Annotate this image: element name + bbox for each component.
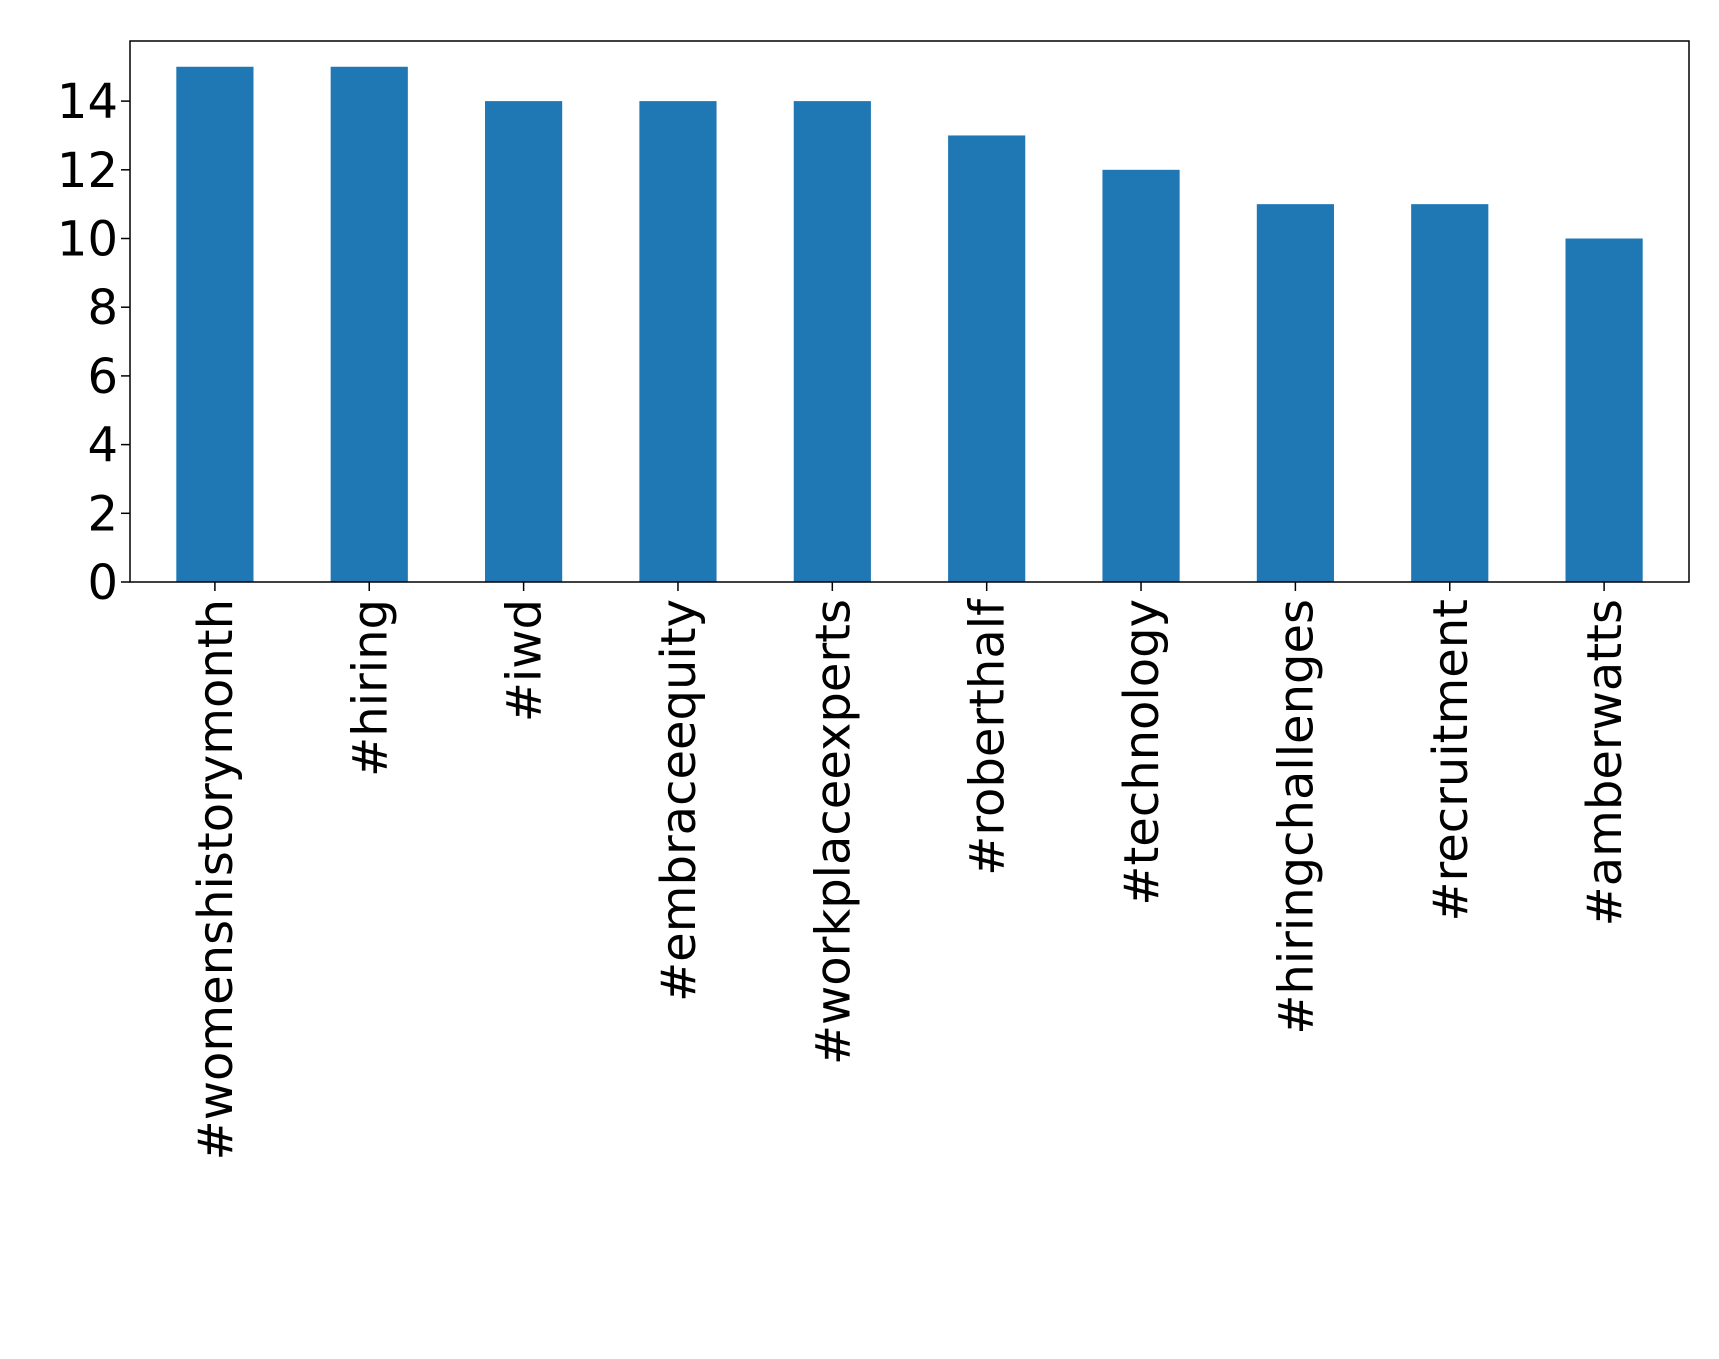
bar-technology bbox=[1102, 169, 1180, 582]
bar-hiringchallenges bbox=[1256, 204, 1334, 582]
bars-group bbox=[176, 66, 1643, 583]
y-tick-label: 4 bbox=[87, 418, 118, 474]
y-tick-label: 10 bbox=[57, 212, 118, 268]
bar-embraceequity bbox=[639, 101, 717, 583]
y-axis: 0 2 4 6 8 10 12 14 bbox=[57, 74, 130, 611]
bar-iwd bbox=[485, 101, 563, 583]
y-tick-label: 14 bbox=[57, 74, 118, 130]
y-tick-label: 12 bbox=[57, 143, 118, 199]
x-tick-label: #womenshistorymonth bbox=[188, 599, 244, 1160]
x-tick-label: #roberthalf bbox=[960, 598, 1016, 876]
x-tick-label: #hiringchallenges bbox=[1268, 599, 1324, 1035]
x-tick-label: #technology bbox=[1114, 599, 1170, 906]
bar-amberwatts bbox=[1565, 238, 1643, 582]
y-tick-label: 2 bbox=[87, 486, 118, 542]
y-tick-label: 8 bbox=[87, 280, 118, 336]
y-tick-label: 0 bbox=[87, 555, 118, 611]
x-tick-label: #iwd bbox=[497, 599, 553, 722]
x-tick-label: #workplaceexperts bbox=[805, 599, 861, 1065]
x-tick-label: #embraceequity bbox=[651, 599, 707, 1002]
bar-roberthalf bbox=[948, 135, 1026, 582]
bar-womenshistorymonth bbox=[176, 66, 254, 582]
bar-recruitment bbox=[1411, 204, 1489, 582]
y-tick-label: 6 bbox=[87, 349, 118, 405]
x-axis: #womenshistorymonth #hiring #iwd #embraceeq… bbox=[188, 582, 1633, 1160]
x-tick-label: #hiring bbox=[342, 599, 398, 777]
x-tick-label: #recruitment bbox=[1423, 599, 1479, 922]
plot-frame bbox=[129, 40, 1690, 583]
x-tick-label: #amberwatts bbox=[1577, 599, 1633, 926]
bar-workplaceexperts bbox=[793, 101, 871, 583]
bar-hiring bbox=[330, 66, 408, 582]
